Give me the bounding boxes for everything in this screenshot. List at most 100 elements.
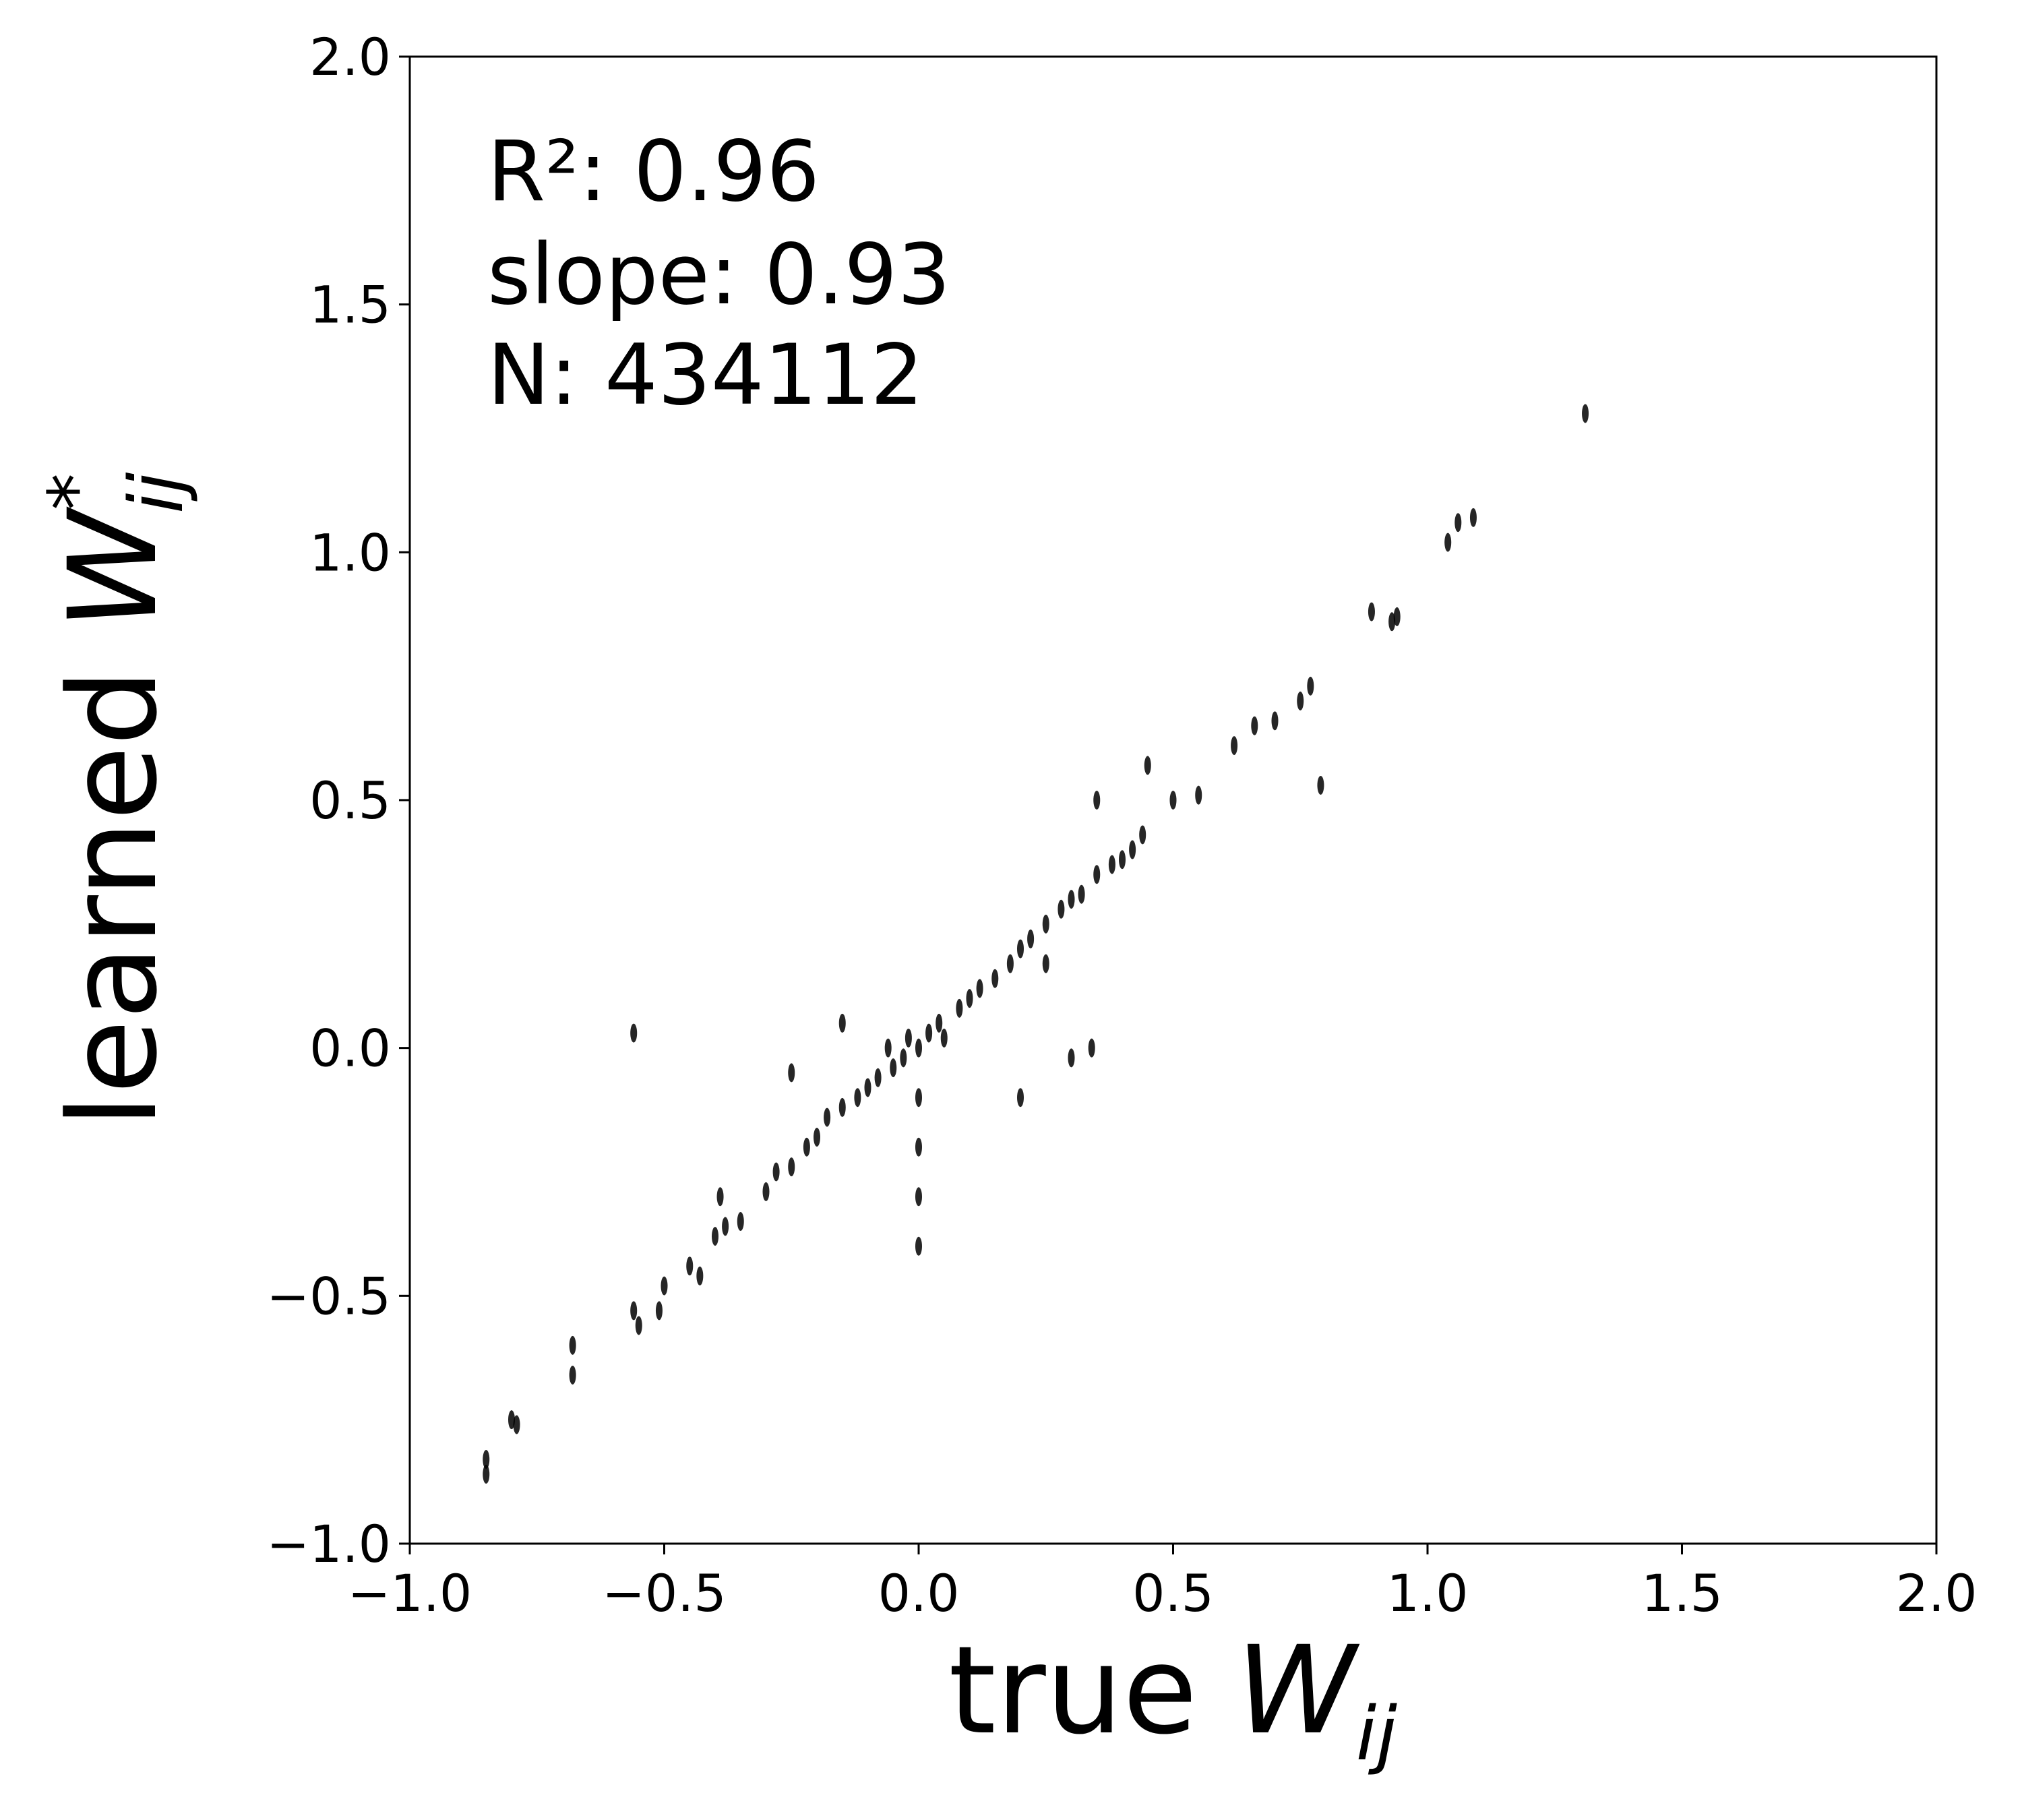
- point: [1017, 939, 1024, 959]
- x-label-symbol: W: [1236, 1620, 1360, 1761]
- point: [1317, 775, 1324, 795]
- point: [1251, 716, 1258, 735]
- x-tick-label: 0.0: [878, 1563, 960, 1623]
- point: [655, 1301, 663, 1321]
- point: [925, 1023, 933, 1043]
- point: [854, 1088, 861, 1108]
- point: [762, 1182, 770, 1201]
- point: [712, 1227, 718, 1246]
- x-tick-label: 1.5: [1641, 1563, 1723, 1623]
- point: [630, 1023, 638, 1043]
- point: [1454, 513, 1462, 533]
- point: [1027, 929, 1035, 948]
- y-axis-label: learned W*ij: [32, 472, 200, 1128]
- point: [1119, 850, 1126, 870]
- point: [513, 1415, 520, 1434]
- point: [1388, 612, 1396, 632]
- point: [838, 1013, 846, 1033]
- point: [1078, 884, 1085, 904]
- x-tick-label: 0.5: [1132, 1563, 1214, 1623]
- point: [1093, 865, 1101, 884]
- point: [890, 1058, 897, 1078]
- point: [686, 1256, 694, 1276]
- point: [1582, 404, 1589, 423]
- point: [696, 1266, 704, 1285]
- y-label-superscript: *: [32, 473, 119, 510]
- point: [1195, 785, 1202, 805]
- point: [991, 969, 999, 988]
- point: [1129, 840, 1136, 859]
- y-tick-label: 1.5: [309, 275, 391, 335]
- point: [630, 1301, 638, 1321]
- point: [915, 1187, 922, 1207]
- y-tick-label: 0.0: [309, 1019, 391, 1079]
- point: [788, 1063, 795, 1083]
- point: [915, 1038, 922, 1058]
- point: [1444, 533, 1452, 552]
- x-label-text: true: [948, 1620, 1197, 1761]
- y-tick-label: −0.5: [266, 1266, 391, 1326]
- annotation: R²: 0.96: [487, 123, 820, 220]
- point: [1139, 825, 1146, 845]
- y-tick-label: 1.0: [309, 522, 391, 582]
- point: [737, 1212, 744, 1232]
- point: [1042, 914, 1049, 934]
- point: [1108, 855, 1115, 874]
- y-label-symbol: W: [43, 506, 184, 630]
- point: [900, 1048, 907, 1068]
- x-tick-label: 1.0: [1387, 1563, 1469, 1623]
- y-label-text: learned: [43, 669, 184, 1128]
- point: [803, 1137, 810, 1157]
- point: [1393, 607, 1401, 626]
- point: [1058, 899, 1065, 919]
- point: [814, 1128, 820, 1147]
- point: [1144, 756, 1151, 775]
- x-tick-label: −0.5: [602, 1563, 727, 1623]
- x-label-subscript: ij: [1356, 1691, 1398, 1777]
- x-tick-label: −1.0: [348, 1563, 472, 1623]
- point: [976, 979, 983, 998]
- point: [1006, 954, 1014, 973]
- point: [1307, 676, 1314, 696]
- point: [1088, 1038, 1095, 1058]
- point: [915, 1236, 922, 1256]
- point: [1042, 954, 1049, 973]
- point: [772, 1162, 780, 1182]
- y-tick-label: −1.0: [266, 1514, 391, 1574]
- point: [508, 1410, 515, 1430]
- point: [1469, 508, 1477, 527]
- point: [1231, 736, 1238, 756]
- annotation: N: 434112: [487, 327, 923, 424]
- point: [838, 1097, 846, 1117]
- y-label-subscript: ij: [113, 472, 200, 514]
- point: [722, 1217, 729, 1236]
- point: [874, 1068, 882, 1087]
- point: [1169, 791, 1177, 810]
- y-tick-label: 2.0: [309, 27, 391, 87]
- point: [956, 998, 963, 1018]
- point: [864, 1078, 871, 1097]
- y-tick-label: 0.5: [309, 770, 391, 830]
- point: [1271, 711, 1279, 731]
- x-axis-label: true Wij: [948, 1620, 1397, 1777]
- point: [1297, 691, 1304, 710]
- point: [905, 1028, 912, 1048]
- point: [1093, 791, 1101, 810]
- point: [483, 1449, 490, 1469]
- point: [1068, 1048, 1075, 1068]
- point: [884, 1038, 892, 1058]
- point: [824, 1108, 831, 1127]
- point: [788, 1157, 795, 1177]
- point: [1368, 602, 1375, 621]
- point: [1017, 1088, 1024, 1108]
- point: [936, 1013, 943, 1033]
- point: [483, 1465, 490, 1484]
- point: [661, 1276, 668, 1296]
- point: [569, 1365, 576, 1385]
- point: [915, 1137, 922, 1157]
- point: [1068, 890, 1075, 909]
- point: [915, 1088, 922, 1108]
- point: [569, 1335, 576, 1355]
